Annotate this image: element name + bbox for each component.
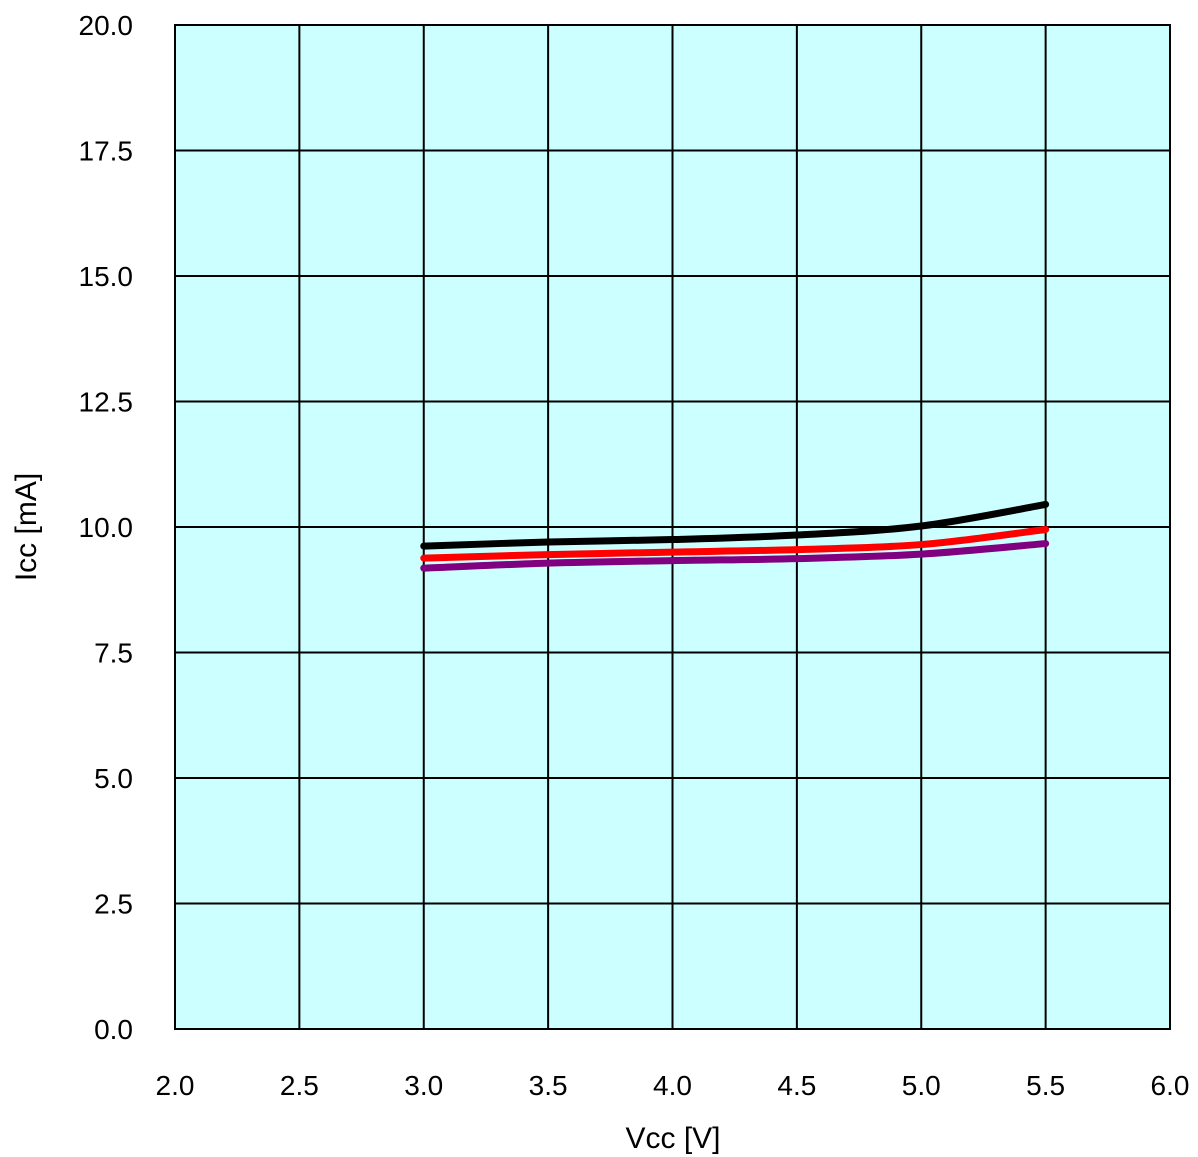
x-tick-label: 6.0 (1151, 1070, 1190, 1101)
y-tick-label: 10.0 (79, 512, 134, 543)
plot-border (174, 24, 1171, 1030)
series-group (420, 500, 1050, 572)
x-axis-title: Vcc [V] (625, 1122, 720, 1155)
series-line-2 (420, 526, 1050, 562)
y-tick-label: 5.0 (94, 763, 133, 794)
y-tick-labels: 0.0 2.5 5.0 7.5 10.0 12.5 15.0 17.5 20.0 (79, 10, 134, 1045)
x-tick-label: 3.5 (529, 1070, 568, 1101)
y-tick-label: 17.5 (79, 136, 134, 167)
x-tick-label: 4.5 (777, 1070, 816, 1101)
series-line-1 (420, 500, 1050, 550)
x-tick-label: 3.0 (404, 1070, 443, 1101)
series-line-3 (420, 540, 1050, 572)
y-tick-label: 20.0 (79, 10, 134, 41)
x-tick-label: 5.5 (1026, 1070, 1065, 1101)
x-tick-label: 4.0 (653, 1070, 692, 1101)
x-tick-label: 2.5 (280, 1070, 319, 1101)
y-tick-label: 2.5 (94, 889, 133, 920)
y-tick-label: 15.0 (79, 261, 134, 292)
x-tick-label: 2.0 (156, 1070, 195, 1101)
grid (174, 24, 1171, 1030)
y-axis-title: Icc [mA] (10, 473, 43, 581)
y-tick-label: 0.0 (94, 1014, 133, 1045)
y-tick-label: 12.5 (79, 387, 134, 418)
x-tick-label: 5.0 (902, 1070, 941, 1101)
y-tick-label: 7.5 (94, 638, 133, 669)
x-tick-labels: 2.0 2.5 3.0 3.5 4.0 4.5 5.0 5.5 6.0 (156, 1070, 1190, 1101)
